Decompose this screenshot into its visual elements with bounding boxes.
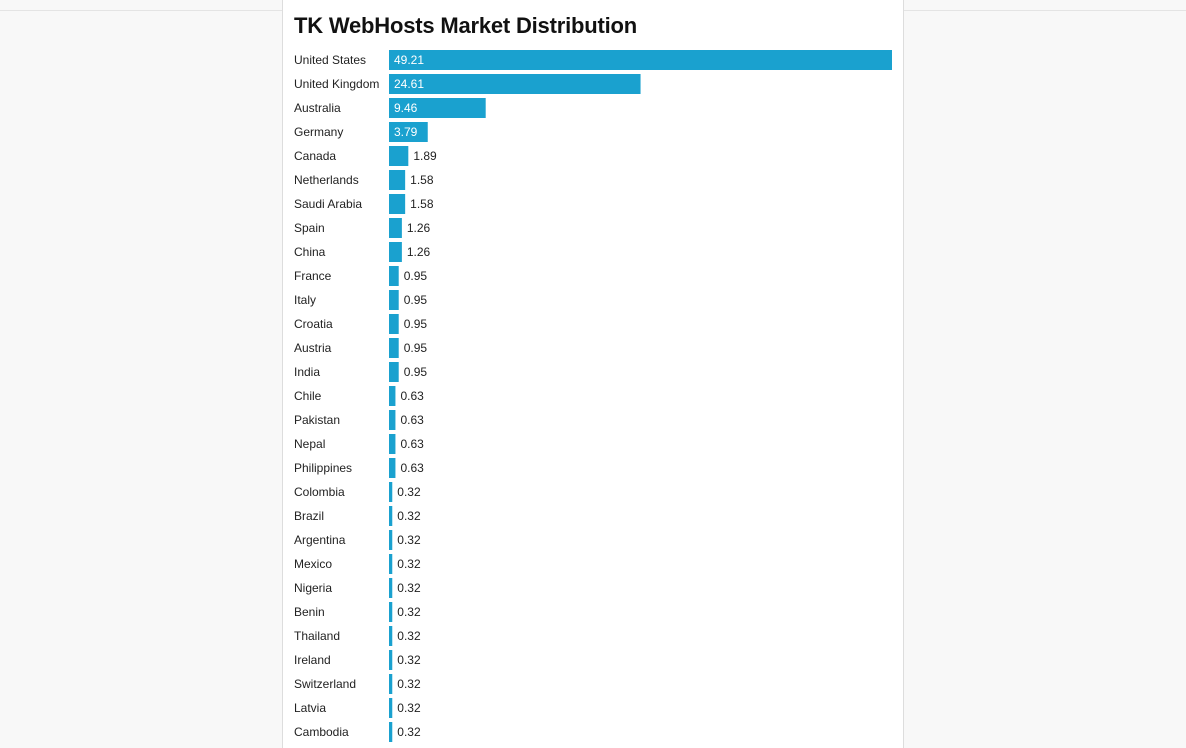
bar[interactable] [389, 650, 393, 670]
category-label: Philippines [294, 461, 352, 475]
data-label: 24.61 [394, 77, 424, 91]
bar[interactable] [389, 74, 641, 94]
data-label: 3.79 [394, 125, 418, 139]
data-label: 0.95 [404, 269, 428, 283]
data-label: 0.32 [397, 653, 421, 667]
category-label: Nepal [294, 437, 325, 451]
bar[interactable] [389, 602, 393, 622]
category-label: Ireland [294, 653, 331, 667]
bar[interactable] [389, 482, 393, 502]
chart-title: TK WebHosts Market Distribution [294, 13, 637, 38]
data-label: 0.32 [397, 677, 421, 691]
data-label: 0.95 [404, 293, 428, 307]
bar[interactable] [389, 674, 393, 694]
category-label: Brazil [294, 509, 324, 523]
category-label: Colombia [294, 485, 345, 499]
category-label: Italy [294, 293, 316, 307]
bar[interactable] [389, 242, 402, 262]
category-label: Canada [294, 149, 336, 163]
data-label: 0.95 [404, 341, 428, 355]
data-label: 0.32 [397, 533, 421, 547]
category-label: Benin [294, 605, 325, 619]
bar[interactable] [389, 458, 396, 478]
category-label: Argentina [294, 533, 346, 547]
bar[interactable] [389, 410, 396, 430]
bar[interactable] [389, 554, 393, 574]
category-label: Nigeria [294, 581, 332, 595]
data-label: 0.32 [397, 629, 421, 643]
category-label: China [294, 245, 326, 259]
data-label: 0.63 [400, 413, 424, 427]
bar[interactable] [389, 626, 393, 646]
category-label: Australia [294, 101, 341, 115]
data-label: 9.46 [394, 101, 418, 115]
category-label: Switzerland [294, 677, 356, 691]
bar[interactable] [389, 290, 399, 310]
bar[interactable] [389, 122, 428, 142]
data-label: 0.95 [404, 317, 428, 331]
data-label: 0.63 [400, 461, 424, 475]
category-label: Netherlands [294, 173, 359, 187]
data-label: 49.21 [394, 53, 424, 67]
bar[interactable] [389, 698, 393, 718]
data-label: 0.95 [404, 365, 428, 379]
bar[interactable] [389, 266, 399, 286]
data-label: 0.32 [397, 605, 421, 619]
bar[interactable] [389, 50, 892, 70]
category-label: Latvia [294, 701, 326, 715]
category-label: Cambodia [294, 725, 349, 739]
bar[interactable] [389, 194, 406, 214]
bar-chart: United States 49.21 United Kingdom 24.61 Aus… [294, 50, 892, 742]
category-label: Thailand [294, 629, 340, 643]
bar[interactable] [389, 578, 393, 598]
bar[interactable] [389, 170, 406, 190]
category-label: Saudi Arabia [294, 197, 362, 211]
chart-panel: TK WebHosts Market Distribution United S… [282, 0, 904, 748]
category-label: United Kingdom [294, 77, 379, 91]
data-label: 0.63 [400, 437, 424, 451]
category-label: Chile [294, 389, 322, 403]
data-label: 0.63 [400, 389, 424, 403]
bar[interactable] [389, 530, 393, 550]
bar[interactable] [389, 722, 393, 742]
data-label: 0.32 [397, 581, 421, 595]
bar[interactable] [389, 386, 396, 406]
bar[interactable] [389, 146, 409, 166]
data-label: 0.32 [397, 725, 421, 739]
bar[interactable] [389, 218, 402, 238]
data-label: 1.26 [407, 245, 431, 259]
category-label: France [294, 269, 332, 283]
category-label: Mexico [294, 557, 332, 571]
data-label: 1.58 [410, 197, 434, 211]
category-label: India [294, 365, 320, 379]
bar[interactable] [389, 362, 399, 382]
data-label: 0.32 [397, 509, 421, 523]
category-label: Austria [294, 341, 332, 355]
category-label: United States [294, 53, 366, 67]
bar[interactable] [389, 338, 399, 358]
category-label: Pakistan [294, 413, 340, 427]
category-label: Germany [294, 125, 343, 139]
bar[interactable] [389, 506, 393, 526]
data-label: 1.89 [413, 149, 437, 163]
bar[interactable] [389, 98, 486, 118]
category-label: Spain [294, 221, 325, 235]
bar[interactable] [389, 434, 396, 454]
data-label: 0.32 [397, 701, 421, 715]
data-label: 1.26 [407, 221, 431, 235]
data-label: 1.58 [410, 173, 434, 187]
data-label: 0.32 [397, 485, 421, 499]
bar[interactable] [389, 314, 399, 334]
category-label: Croatia [294, 317, 333, 331]
data-label: 0.32 [397, 557, 421, 571]
